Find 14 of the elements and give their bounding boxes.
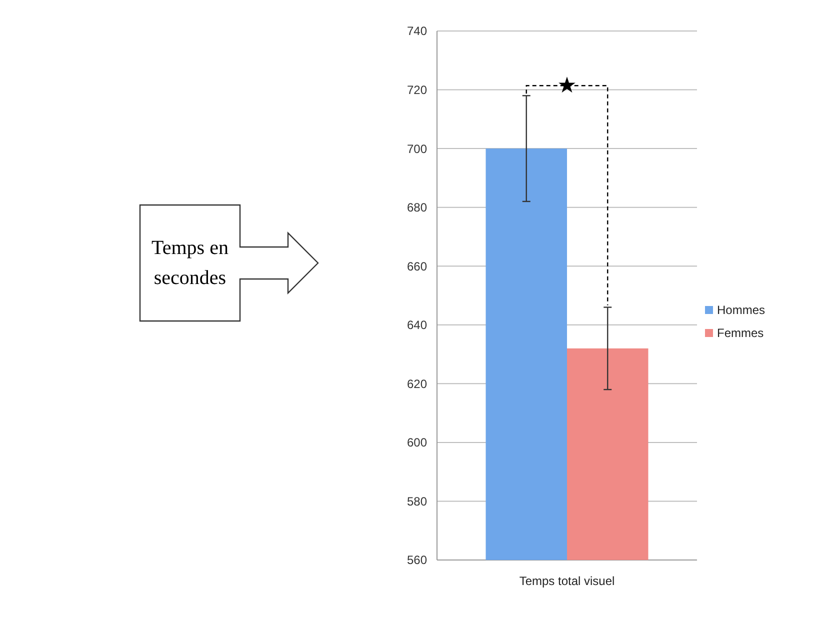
y-tick-label: 740 bbox=[406, 24, 428, 38]
x-tick-label: Temps total visuel bbox=[519, 574, 615, 588]
y-tick-label: 680 bbox=[406, 200, 428, 215]
y-tick-label: 580 bbox=[406, 494, 428, 508]
y-tick-label: 600 bbox=[406, 436, 428, 450]
y-tick-label: 660 bbox=[406, 259, 428, 274]
y-tick-label: 640 bbox=[406, 318, 428, 332]
y-tick-label: 700 bbox=[406, 142, 428, 156]
y-tick-label: 620 bbox=[406, 376, 428, 391]
text: Temps en secondes bbox=[152, 237, 228, 289]
legend-label: Femmes bbox=[717, 326, 764, 340]
legend-label: Hommes bbox=[717, 303, 766, 317]
y-tick-label: 720 bbox=[406, 82, 428, 97]
y-tick-label: 560 bbox=[406, 553, 428, 568]
